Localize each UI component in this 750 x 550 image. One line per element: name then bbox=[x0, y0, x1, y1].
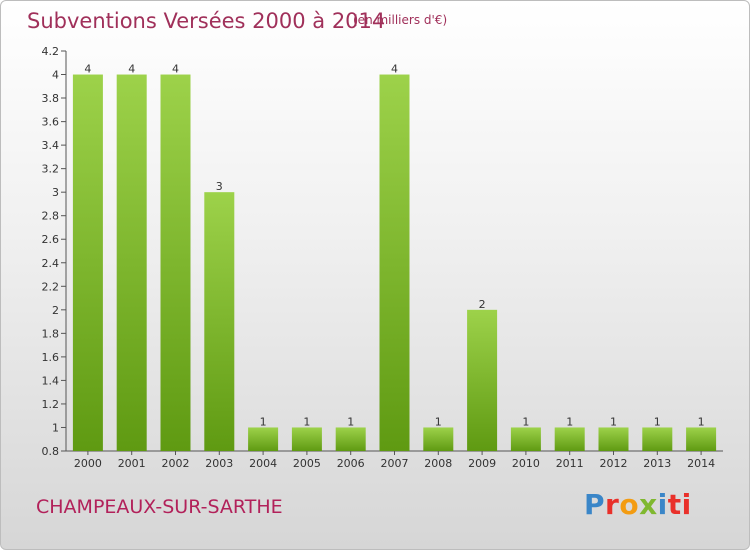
bar bbox=[467, 309, 498, 451]
bar bbox=[642, 427, 673, 451]
logo-letter: r bbox=[605, 488, 620, 521]
bar bbox=[116, 74, 147, 451]
logo-letter: P bbox=[584, 488, 606, 521]
bar-value-label: 3 bbox=[216, 180, 223, 193]
logo-letter: x bbox=[639, 488, 658, 521]
x-axis: 2000 2001 2002 2003 2004 2005 2006 2007 2008 2009… bbox=[66, 450, 723, 470]
chart-title: Subventions Versées 2000 à 2014 bbox=[27, 9, 386, 33]
bar-value-label: 1 bbox=[303, 415, 310, 428]
bar-value-label: 4 bbox=[84, 63, 91, 76]
x-tick-label: 2002 bbox=[162, 457, 190, 470]
bar-value-label: 1 bbox=[522, 415, 529, 428]
x-tick-label: 2012 bbox=[600, 457, 628, 470]
bar-value-label: 1 bbox=[566, 415, 573, 428]
x-tick-label: 2009 bbox=[468, 457, 496, 470]
bar-value-label: 1 bbox=[435, 415, 442, 428]
commune-name: CHAMPEAUX-SUR-SARTHE bbox=[36, 496, 283, 518]
bar bbox=[204, 192, 235, 452]
bar bbox=[248, 427, 279, 451]
y-axis: 0.8 1 1.2 1.4 1.6 1.8 2 2.2 2.4 2.6 2.8 3 3.2 3.4 3.6 3… bbox=[42, 45, 67, 458]
bar bbox=[554, 427, 585, 451]
bar-value-label: 1 bbox=[698, 415, 705, 428]
x-tick-label: 2000 bbox=[74, 457, 102, 470]
y-tick-label: 1.2 bbox=[42, 398, 60, 411]
logo-letter: i bbox=[657, 488, 668, 521]
bar bbox=[160, 74, 191, 451]
proxiti-logo: Proxiti bbox=[584, 488, 692, 521]
bar bbox=[291, 427, 322, 451]
bar bbox=[379, 74, 410, 451]
bar-value-label: 4 bbox=[128, 63, 135, 76]
x-tick-label: 2004 bbox=[249, 457, 277, 470]
x-tick-label: 2001 bbox=[118, 457, 146, 470]
x-tick-label: 2007 bbox=[381, 457, 409, 470]
x-tick-label: 2011 bbox=[556, 457, 584, 470]
y-tick-label: 2.4 bbox=[42, 257, 60, 270]
x-tick-label: 2005 bbox=[293, 457, 321, 470]
bar-value-label: 1 bbox=[347, 415, 354, 428]
bar-value-label: 1 bbox=[654, 415, 661, 428]
y-tick-label: 1.8 bbox=[42, 327, 60, 340]
y-tick-label: 3.6 bbox=[42, 116, 60, 129]
y-tick-label: 3.8 bbox=[42, 92, 60, 105]
y-tick-label: 1.4 bbox=[42, 374, 60, 387]
y-tick-label: 3.4 bbox=[42, 139, 60, 152]
x-tick-label: 2013 bbox=[643, 457, 671, 470]
bar-value-label: 1 bbox=[260, 415, 267, 428]
bar bbox=[423, 427, 454, 451]
logo-letter: i bbox=[681, 488, 692, 521]
x-tick-label: 2010 bbox=[512, 457, 540, 470]
y-tick-label: 2.2 bbox=[42, 280, 60, 293]
y-tick-label: 3.2 bbox=[42, 163, 60, 176]
x-tick-label: 2014 bbox=[687, 457, 715, 470]
bar bbox=[510, 427, 541, 451]
y-tick-label: 3 bbox=[52, 186, 59, 199]
bar bbox=[335, 427, 366, 451]
y-tick-label: 2.6 bbox=[42, 233, 60, 246]
x-tick-label: 2003 bbox=[205, 457, 233, 470]
bar bbox=[598, 427, 629, 451]
x-tick-label: 2008 bbox=[424, 457, 452, 470]
logo-letter: o bbox=[619, 488, 640, 521]
bar-value-label: 4 bbox=[172, 63, 179, 76]
y-tick-label: 4 bbox=[52, 69, 59, 82]
bar-value-label: 2 bbox=[479, 298, 486, 311]
y-tick-label: 0.8 bbox=[42, 445, 60, 458]
bar bbox=[72, 74, 103, 451]
y-tick-label: 1 bbox=[52, 421, 59, 434]
bars: 4 4 4 3 1 1 1 4 1 2 1 1 1 1 1 bbox=[72, 63, 717, 452]
x-tick-label: 2006 bbox=[337, 457, 365, 470]
logo-letter: t bbox=[667, 488, 682, 521]
y-tick-label: 4.2 bbox=[42, 45, 60, 58]
y-tick-label: 2 bbox=[52, 304, 59, 317]
y-tick-label: 2.8 bbox=[42, 210, 60, 223]
bar-value-label: 4 bbox=[391, 63, 398, 76]
bar bbox=[686, 427, 717, 451]
bar-value-label: 1 bbox=[610, 415, 617, 428]
y-tick-label: 1.6 bbox=[42, 351, 60, 364]
unit-note: (en milliers d'€) bbox=[353, 13, 448, 27]
